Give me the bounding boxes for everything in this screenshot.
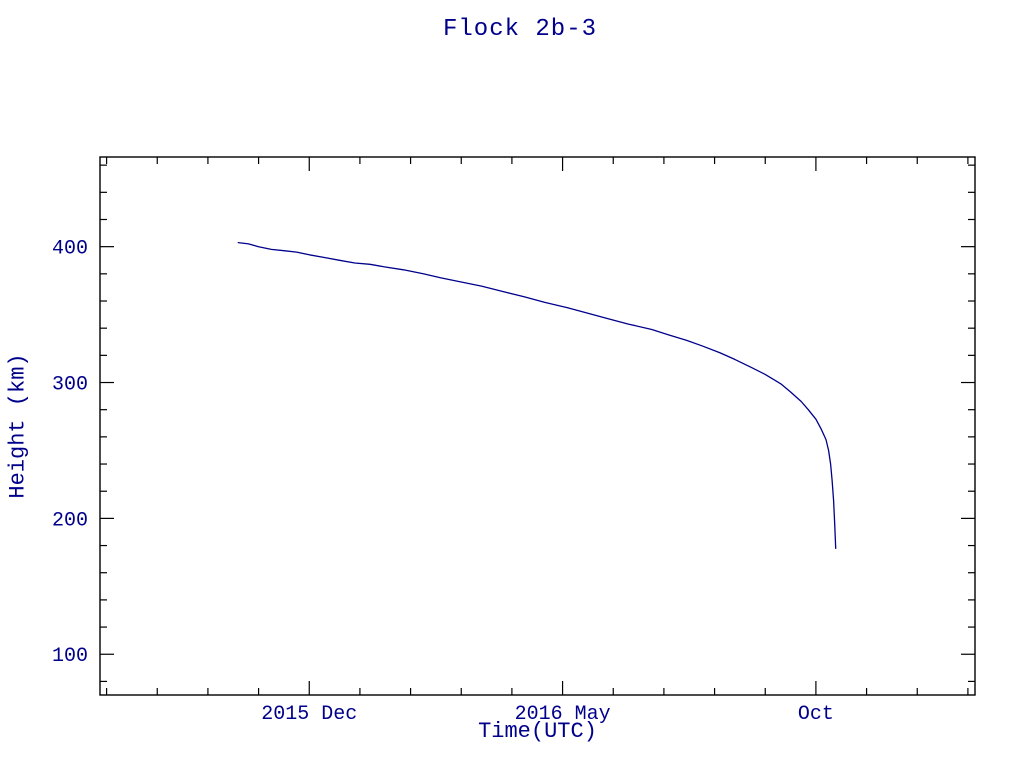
svg-text:2016 May: 2016 May	[515, 703, 611, 726]
chart-title: Flock 2b-3	[442, 16, 598, 43]
svg-text:2015 Dec: 2015 Dec	[261, 703, 357, 726]
svg-text:300: 300	[52, 374, 88, 397]
x-axis-label: Time(UTC)	[478, 719, 597, 744]
svg-text:100: 100	[52, 645, 88, 668]
svg-text:400: 400	[52, 238, 88, 261]
height-decay-line	[237, 241, 837, 549]
svg-text:Oct: Oct	[798, 703, 834, 726]
svg-text:200: 200	[52, 509, 88, 532]
